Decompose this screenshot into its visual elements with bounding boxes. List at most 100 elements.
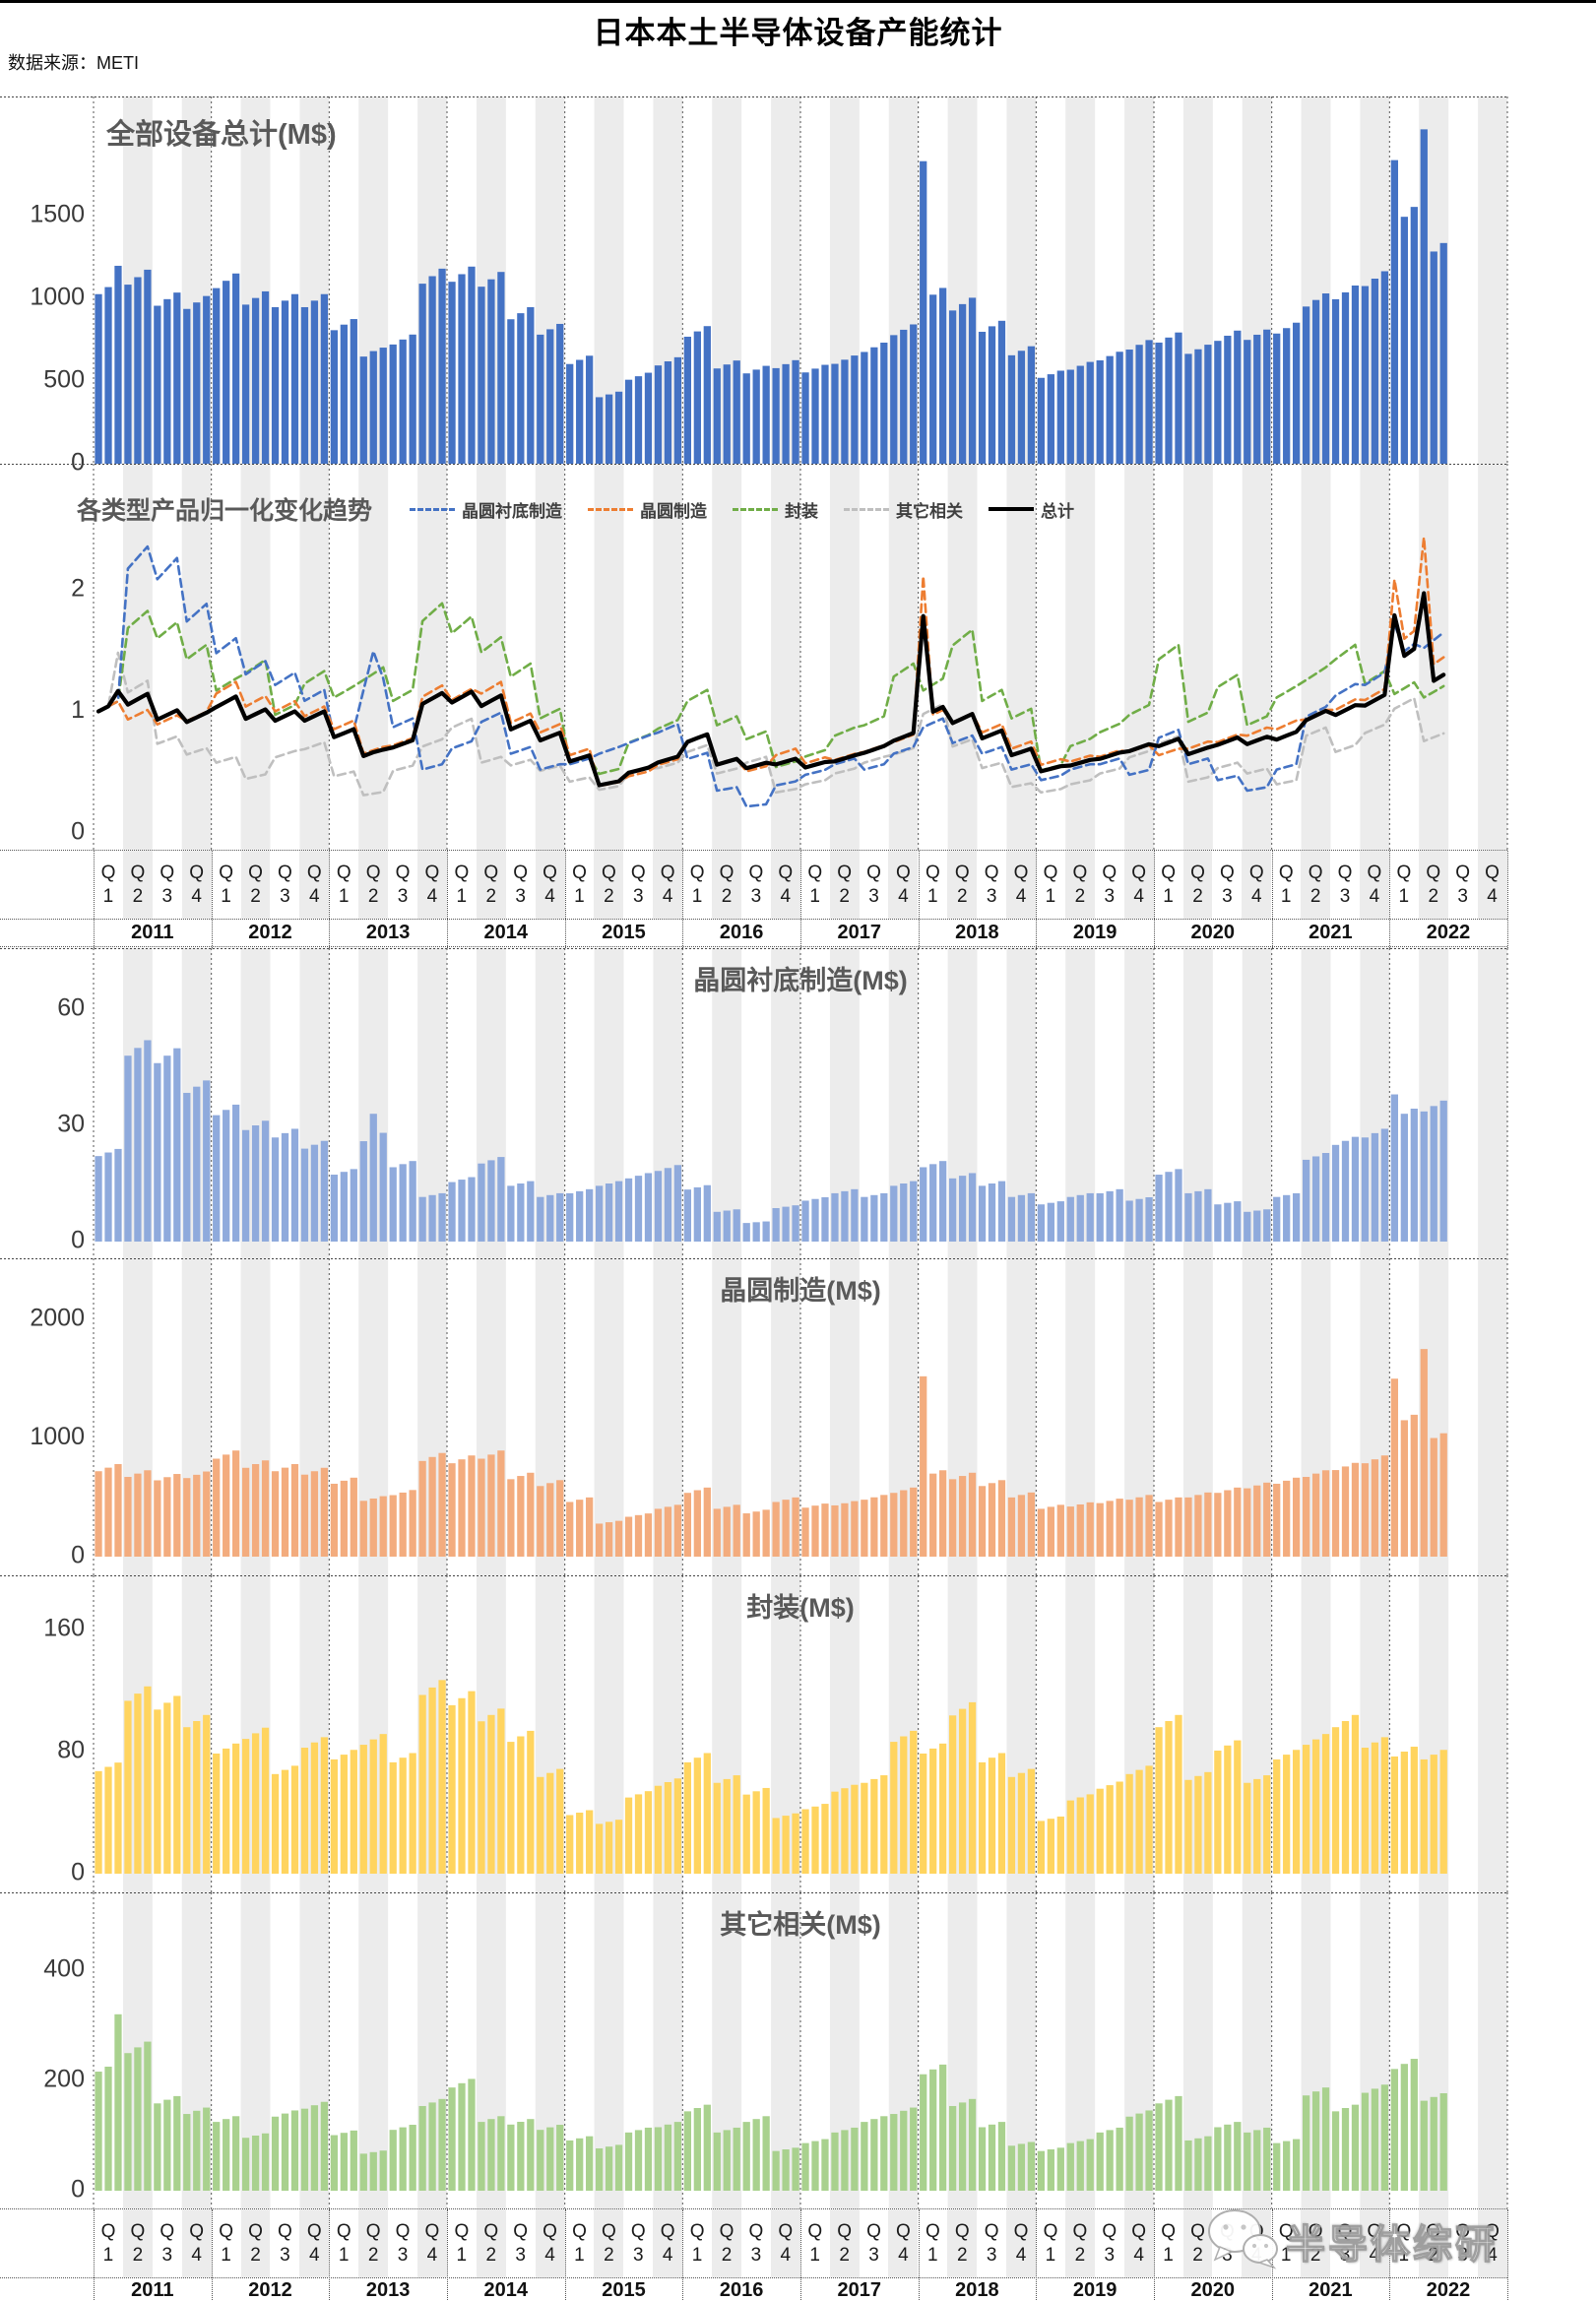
bar — [880, 343, 888, 464]
bar — [861, 1782, 868, 1874]
bar — [1204, 1771, 1212, 1874]
y-axis-tick-labels: 0 1000 2000 — [30, 1305, 85, 1569]
bar — [1096, 1788, 1104, 1874]
bar — [900, 1490, 908, 1557]
svg-text:160: 160 — [43, 1615, 85, 1642]
bar — [772, 1502, 780, 1557]
bar — [920, 1375, 927, 1557]
bar — [1293, 1477, 1301, 1557]
bar — [861, 2122, 868, 2191]
bar — [733, 1775, 740, 1874]
bar — [144, 1040, 152, 1242]
legend-item-total: 总计 — [989, 497, 1074, 522]
bar — [1410, 2059, 1418, 2191]
bar — [1125, 350, 1133, 464]
bar — [821, 1503, 829, 1557]
bar — [1273, 1483, 1281, 1557]
bar — [1096, 360, 1104, 464]
bar — [203, 295, 211, 464]
bar — [1056, 1816, 1064, 1874]
bar — [1175, 1497, 1182, 1557]
chart-total-equipment: 0 500 1000 1500 全部设备总计(M$) — [0, 96, 1596, 477]
year-label: 2019 — [1072, 2278, 1117, 2301]
bar — [1234, 1201, 1242, 1242]
svg-text:1000: 1000 — [30, 284, 85, 311]
bar — [163, 1702, 171, 1874]
bar — [870, 1778, 878, 1874]
bar — [389, 1167, 397, 1242]
bar — [723, 364, 731, 464]
bar — [1410, 1414, 1418, 1557]
bar — [310, 1742, 319, 1874]
bar — [792, 1205, 799, 1242]
bar — [595, 1823, 604, 1874]
bar — [929, 1748, 937, 1874]
bars — [95, 129, 1447, 465]
bar — [448, 2087, 456, 2191]
bar — [782, 1206, 790, 1242]
bar — [193, 1086, 201, 1242]
bar — [1400, 2064, 1408, 2191]
bar — [576, 359, 584, 464]
bar — [1321, 293, 1330, 464]
bar — [1165, 1721, 1173, 1874]
bar — [683, 1761, 691, 1874]
bar — [733, 1209, 740, 1242]
bar — [644, 1513, 653, 1557]
bar — [281, 300, 289, 464]
bar — [654, 1508, 663, 1557]
bar — [458, 2082, 466, 2191]
bar — [634, 2130, 643, 2191]
bar — [742, 1513, 750, 1557]
bar — [978, 1486, 987, 1557]
bar — [1302, 1159, 1310, 1242]
bar — [556, 2125, 564, 2191]
bar — [733, 360, 740, 464]
bar — [1273, 333, 1281, 464]
bar — [654, 2127, 663, 2191]
bar — [193, 302, 201, 464]
bar — [929, 1164, 937, 1242]
bar — [517, 313, 525, 464]
bar — [487, 1454, 495, 1557]
bar — [1204, 1188, 1212, 1242]
bar — [1283, 1480, 1291, 1557]
bar — [350, 1750, 357, 1874]
bar — [438, 268, 446, 464]
bar — [340, 1755, 348, 1874]
bar — [1380, 1128, 1389, 1242]
bar — [1175, 2095, 1182, 2191]
bar — [173, 1048, 181, 1242]
bar — [624, 379, 633, 464]
bar — [1244, 340, 1251, 464]
svg-text:0: 0 — [71, 449, 85, 477]
bar — [703, 1184, 711, 1242]
year-separator-line — [1507, 2209, 1508, 2301]
bar — [507, 319, 515, 464]
chart-normalized-trend: 0 1 2 — [0, 464, 1596, 850]
bar — [1116, 1188, 1123, 1242]
bar — [271, 1471, 280, 1557]
bar — [1076, 1194, 1084, 1242]
bar — [683, 2111, 691, 2191]
bar — [1283, 1194, 1291, 1242]
bar — [654, 1785, 663, 1874]
bar — [1194, 2138, 1202, 2191]
bar — [673, 2122, 682, 2191]
year-separator-line — [329, 2209, 331, 2301]
bar — [1311, 1156, 1320, 1242]
bar — [487, 279, 495, 464]
bar — [1047, 2149, 1054, 2191]
bar — [1076, 1503, 1084, 1557]
